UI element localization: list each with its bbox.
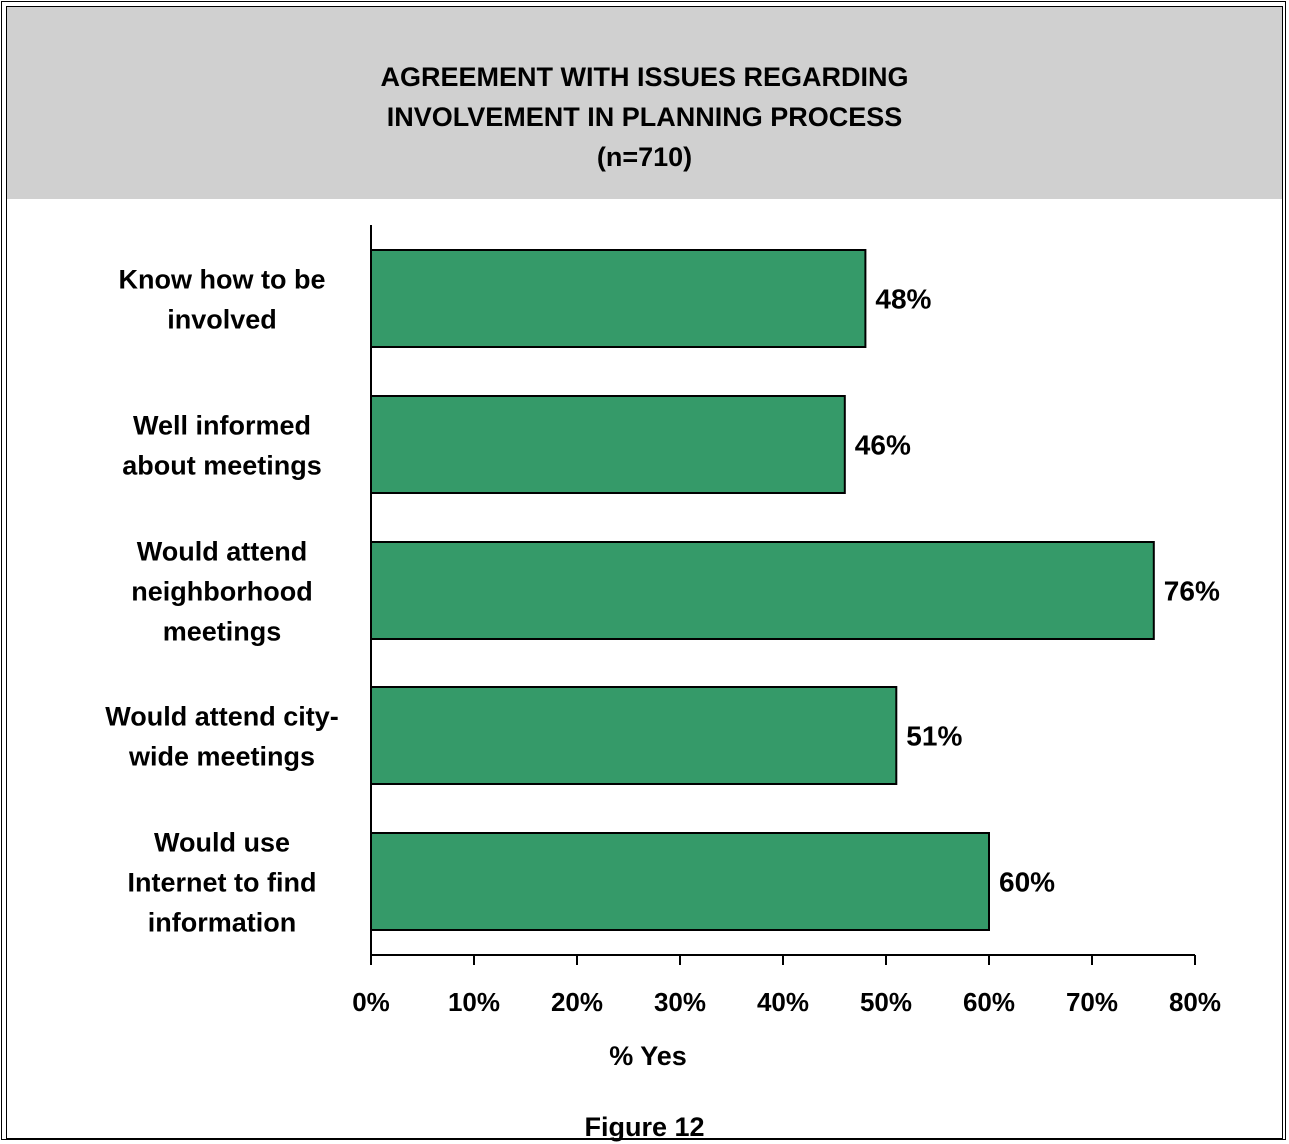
bar-2 xyxy=(370,541,1155,640)
category-label-3-line-1: wide meetings xyxy=(128,742,315,772)
chart-subtitle-sample-size: (n=710) xyxy=(596,142,693,172)
x-tick-label-8: 80% xyxy=(1169,987,1221,1017)
category-label-4-line-2: information xyxy=(148,908,297,938)
category-label-0-line-1: involved xyxy=(167,305,277,335)
bar-4 xyxy=(370,832,990,931)
data-label-0: 48% xyxy=(875,284,931,315)
category-label-4-line-1: Internet to find xyxy=(128,868,317,898)
x-tick-label-3: 30% xyxy=(654,987,706,1017)
category-label-1-line-0: Well informed xyxy=(133,411,311,441)
data-label-3: 51% xyxy=(906,721,962,752)
category-label-2-line-0: Would attend xyxy=(137,537,307,567)
category-label-1-line-1: about meetings xyxy=(122,451,322,481)
bar-chart: 48% Know how to be involved 46% Well informe… xyxy=(105,225,1221,1071)
x-axis-title: % Yes xyxy=(609,1041,687,1071)
bar-3 xyxy=(370,686,898,785)
x-tick-label-6: 60% xyxy=(963,987,1015,1017)
category-label-2-line-2: meetings xyxy=(163,617,282,647)
category-label-0-line-0: Know how to be xyxy=(119,265,326,295)
category-label-4: Would use Internet to find information xyxy=(128,828,317,938)
x-tick-label-0: 0% xyxy=(352,987,390,1017)
data-label-2: 76% xyxy=(1164,576,1220,607)
chart-title-line-2: INVOLVEMENT IN PLANNING PROCESS xyxy=(386,102,903,132)
data-label-1: 46% xyxy=(855,430,911,461)
category-label-4-line-0: Would use xyxy=(154,828,290,858)
category-label-2-line-1: neighborhood xyxy=(131,577,312,607)
category-label-3-line-0: Would attend city- xyxy=(105,702,339,732)
x-tick-label-1: 10% xyxy=(448,987,500,1017)
bar-0 xyxy=(370,249,867,348)
chart-title-line-1: AGREEMENT WITH ISSUES REGARDING xyxy=(380,62,909,92)
category-label-3: Would attend city-wide meetings xyxy=(105,702,339,772)
figure-caption: Figure 12 xyxy=(584,1112,705,1142)
bar-1 xyxy=(370,395,846,494)
data-label-4: 60% xyxy=(999,867,1055,898)
x-tick-label-2: 20% xyxy=(551,987,603,1017)
x-tick-label-5: 50% xyxy=(860,987,912,1017)
title-band: AGREEMENT WITH ISSUES REGARDING INVOLVEM… xyxy=(7,7,1282,199)
category-label-2: Would attend neighborhood meetings xyxy=(131,537,312,647)
category-label-0: Know how to be involved xyxy=(119,265,326,335)
x-tick-label-7: 70% xyxy=(1066,987,1118,1017)
x-tick-label-4: 40% xyxy=(757,987,809,1017)
category-label-1: Well informed about meetings xyxy=(122,411,322,481)
